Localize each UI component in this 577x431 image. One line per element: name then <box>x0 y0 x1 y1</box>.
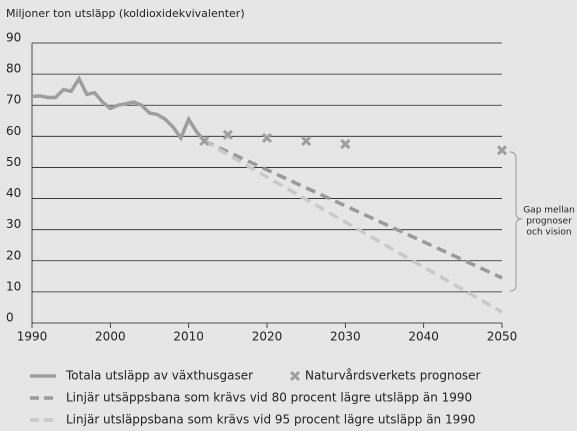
annotation: prognoser <box>526 217 572 227</box>
y-tick-label: 80 <box>6 62 21 76</box>
x-tick-label: 2040 <box>408 330 439 344</box>
marker <box>199 135 210 147</box>
x-tick-label: 2050 <box>487 330 518 344</box>
marker <box>301 135 312 147</box>
y-tick-label: 90 <box>6 31 21 45</box>
marker <box>289 370 301 382</box>
legend-label: Linjär utsläppsbana som krävs vid 95 pro… <box>66 413 476 427</box>
legend-label: Totala utsläpp av växthusgaser <box>65 369 253 383</box>
y-tick-label: 20 <box>6 248 21 262</box>
x-tick-label: 2000 <box>95 330 126 344</box>
line <box>203 139 503 314</box>
y-tick-label: 60 <box>6 124 21 138</box>
y-tick-label: 40 <box>6 186 21 200</box>
annotation: och vision <box>526 228 571 238</box>
marker <box>261 132 273 143</box>
legend-label: Linjär utsäppsbana som krävs vid 80 proc… <box>66 391 472 405</box>
marker <box>340 139 351 150</box>
x-tick-label: 2030 <box>330 330 361 344</box>
line <box>203 139 503 280</box>
line <box>31 75 206 143</box>
marker <box>222 129 233 140</box>
marker <box>496 145 508 156</box>
y-tick-label: 0 <box>6 311 14 325</box>
x-tick-label: 2010 <box>173 330 204 344</box>
y-axis-label: Miljoner ton utsläpp (koldioxidekvivalen… <box>6 7 245 20</box>
x-tick-label: 2020 <box>252 330 283 344</box>
y-tick-label: 10 <box>6 279 21 293</box>
y-tick-label: 70 <box>6 93 21 107</box>
bracket <box>509 151 523 292</box>
x-tick-label: 1990 <box>17 330 48 344</box>
y-tick-label: 50 <box>6 155 21 169</box>
annotation: Gap mellan <box>523 206 575 216</box>
legend-label: Naturvårdsverkets prognoser <box>305 369 481 383</box>
y-tick-label: 30 <box>6 217 21 231</box>
